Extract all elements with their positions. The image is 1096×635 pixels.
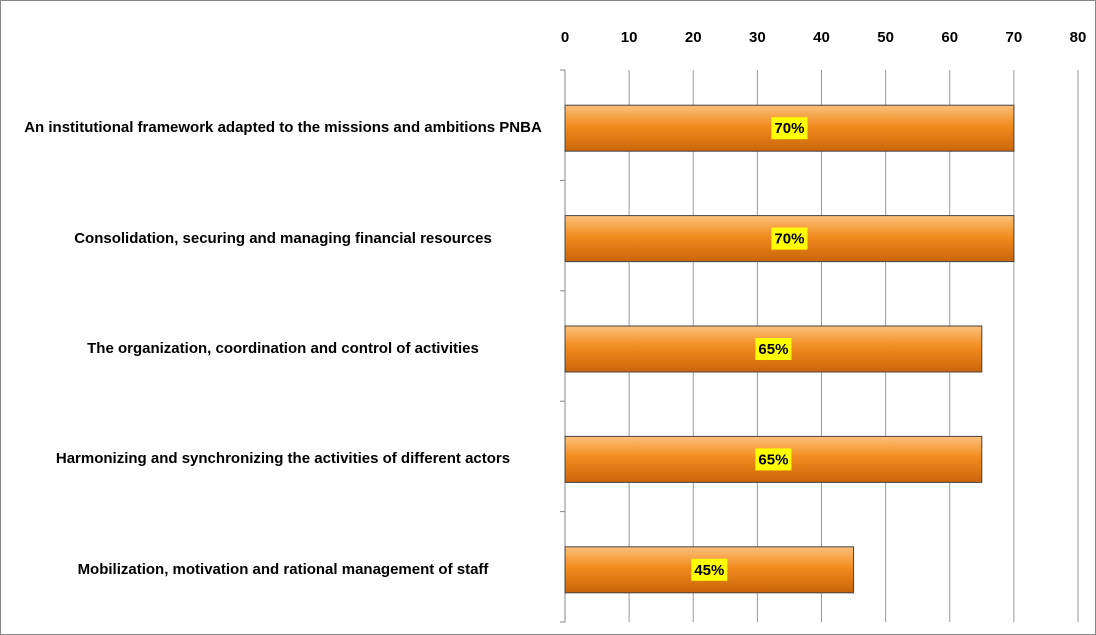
y-tick-label: Mobilization, motivation and rational ma… (77, 560, 489, 578)
data-label: 70% (774, 231, 804, 248)
x-tick-label: 50 (877, 29, 894, 46)
data-label: 65% (758, 451, 788, 468)
data-label: 45% (694, 562, 724, 579)
x-tick-label: 80 (1070, 29, 1087, 46)
data-label: 65% (758, 341, 788, 358)
x-tick-label: 60 (941, 29, 958, 46)
y-tick-label: Harmonizing and synchronizing the activi… (55, 450, 511, 468)
x-tick-label: 20 (685, 29, 702, 46)
x-tick-label: 0 (561, 29, 569, 46)
data-label-bg (755, 338, 792, 360)
data-label-bg (755, 448, 792, 471)
x-tick-label: 40 (813, 29, 830, 46)
data-label-bg (771, 227, 808, 250)
x-tick-label: 30 (749, 29, 766, 46)
y-tick-label: The organization, coordination and contr… (87, 340, 479, 357)
data-label-bg (771, 117, 808, 140)
x-tick-label: 10 (621, 29, 638, 46)
y-tick-label: An institutional framework adapted to th… (24, 119, 542, 137)
x-tick-label: 70 (1006, 29, 1023, 46)
data-label-bg (691, 558, 728, 581)
data-label: 70% (774, 120, 804, 137)
y-tick-label: Consolidation, securing and managing fin… (74, 229, 492, 247)
